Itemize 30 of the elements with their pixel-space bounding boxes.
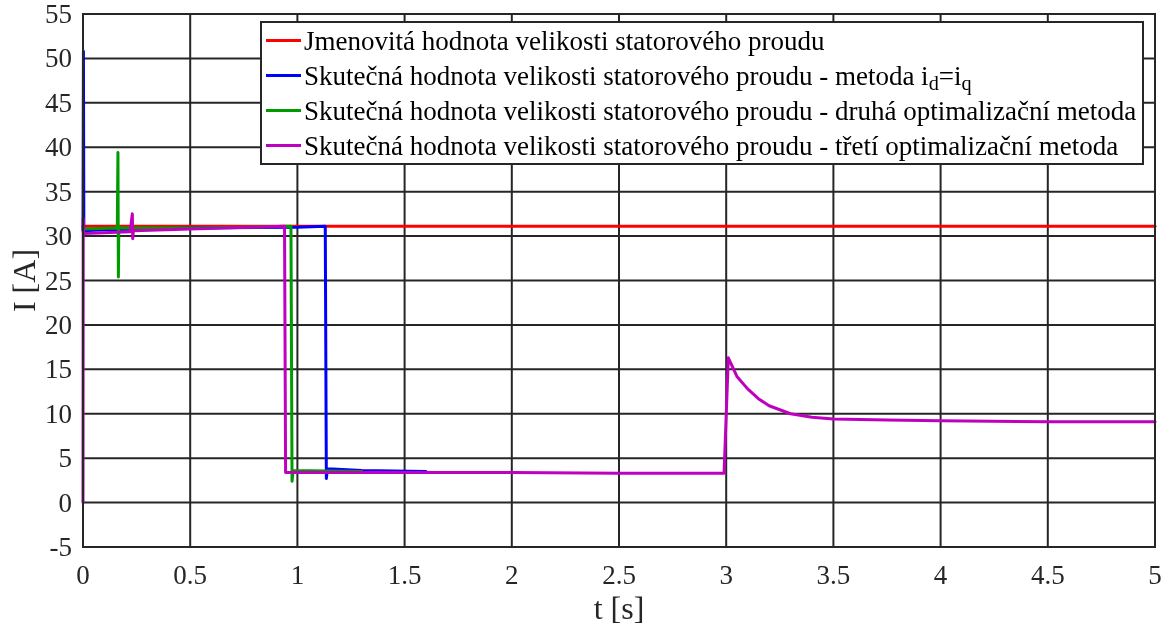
y-tick-label: 45 [45,87,72,118]
y-tick-label: 55 [45,0,72,29]
x-tick-label: 3.5 [816,560,851,590]
x-tick-label: 2 [505,560,519,590]
legend-label: Jmenovitá hodnota velikosti statorového proudu [304,25,825,56]
x-tick-label: 1.5 [387,560,422,590]
y-axis-title: I [A] [6,248,42,313]
legend-label: Skutečná hodnota velikosti statorového proudu - druhá optimalizační metoda [304,95,1137,126]
x-axis-title: t [s] [593,590,645,626]
legend-label: Skutečná hodnota velikosti statorového proudu - metoda i$_{d}$=i$_{q}$ [304,60,972,95]
x-tick-label: 5 [1148,560,1162,590]
y-tick-label: 0 [58,487,72,518]
y-tick-label: 25 [45,265,72,296]
y-tick-label: 5 [58,443,72,474]
x-tick-label: 4 [933,560,948,590]
y-tick-label: 20 [45,309,72,340]
y-tick-label: 15 [45,354,72,385]
x-tick-label: 0.5 [173,560,208,590]
x-tick-label: 3 [719,560,733,590]
y-tick-label: 35 [45,176,72,207]
legend-label: Skutečná hodnota velikosti statorového proudu - třetí optimalizační metoda [304,130,1119,161]
y-tick-label: 30 [45,221,72,252]
y-tick-label: 50 [45,43,72,74]
x-tick-label: 2.5 [602,560,636,590]
x-tick-label: 1 [290,560,305,590]
x-tick-label: 4.5 [1030,560,1065,590]
y-tick-label: 10 [45,398,72,429]
line-series [81,212,1157,505]
y-tick-label: -5 [49,532,72,562]
y-tick-label: 40 [45,132,72,163]
